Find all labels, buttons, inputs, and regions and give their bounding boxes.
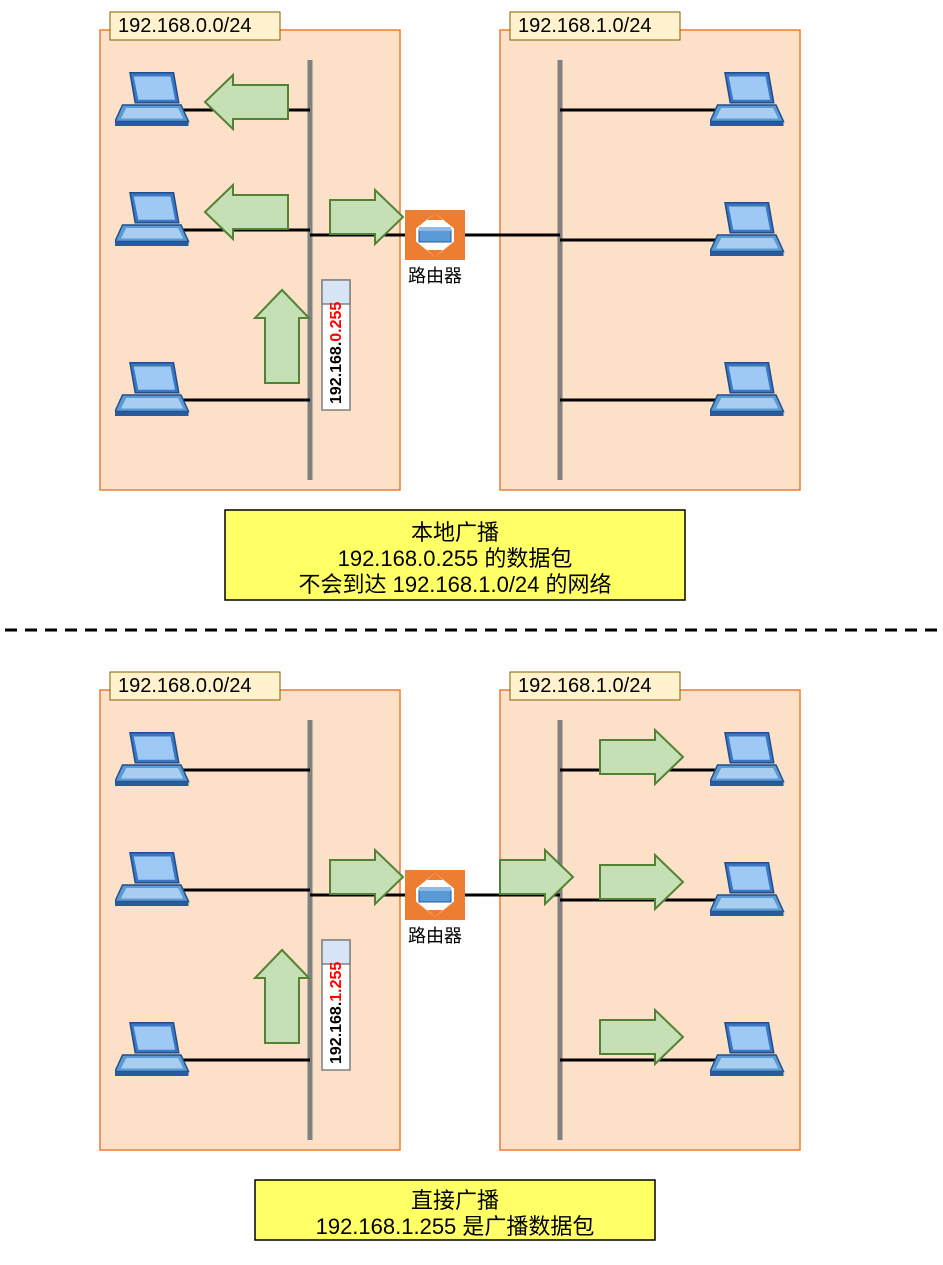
local-broadcast: 192.168.0.0/24 192.168.1.0/24 路由器 192.168.0… (100, 12, 800, 600)
subnet-label-right: 192.168.1.0/24 (518, 15, 651, 37)
caption-line: 直接广播 (411, 1188, 499, 1213)
subnet-label-left: 192.168.0.0/24 (118, 675, 251, 697)
subnet-label-right: 192.168.1.0/24 (518, 675, 651, 697)
router-icon (405, 210, 465, 260)
caption-line: 192.168.1.255 是广播数据包 (316, 1214, 595, 1239)
packet-header (322, 940, 350, 964)
caption-line: 本地广播 (411, 520, 499, 545)
subnet-label-left: 192.168.0.0/24 (118, 15, 251, 37)
packet-ip: 192.168.0.255 (328, 302, 345, 404)
direct-broadcast: 192.168.0.0/24 192.168.1.0/24 路由器 192.168.1… (100, 672, 800, 1240)
caption-line: 192.168.0.255 的数据包 (338, 546, 573, 571)
router-icon (405, 870, 465, 920)
network-broadcast-diagram: 192.168.0.0/24192.168.1.0/24路由器192.168.0… (0, 0, 943, 1265)
router-label: 路由器 (408, 926, 462, 946)
caption-line: 不会到达 192.168.1.0/24 的网络 (298, 572, 611, 597)
router-label: 路由器 (408, 266, 462, 286)
packet-header (322, 280, 350, 304)
packet-ip: 192.168.1.255 (328, 962, 345, 1064)
